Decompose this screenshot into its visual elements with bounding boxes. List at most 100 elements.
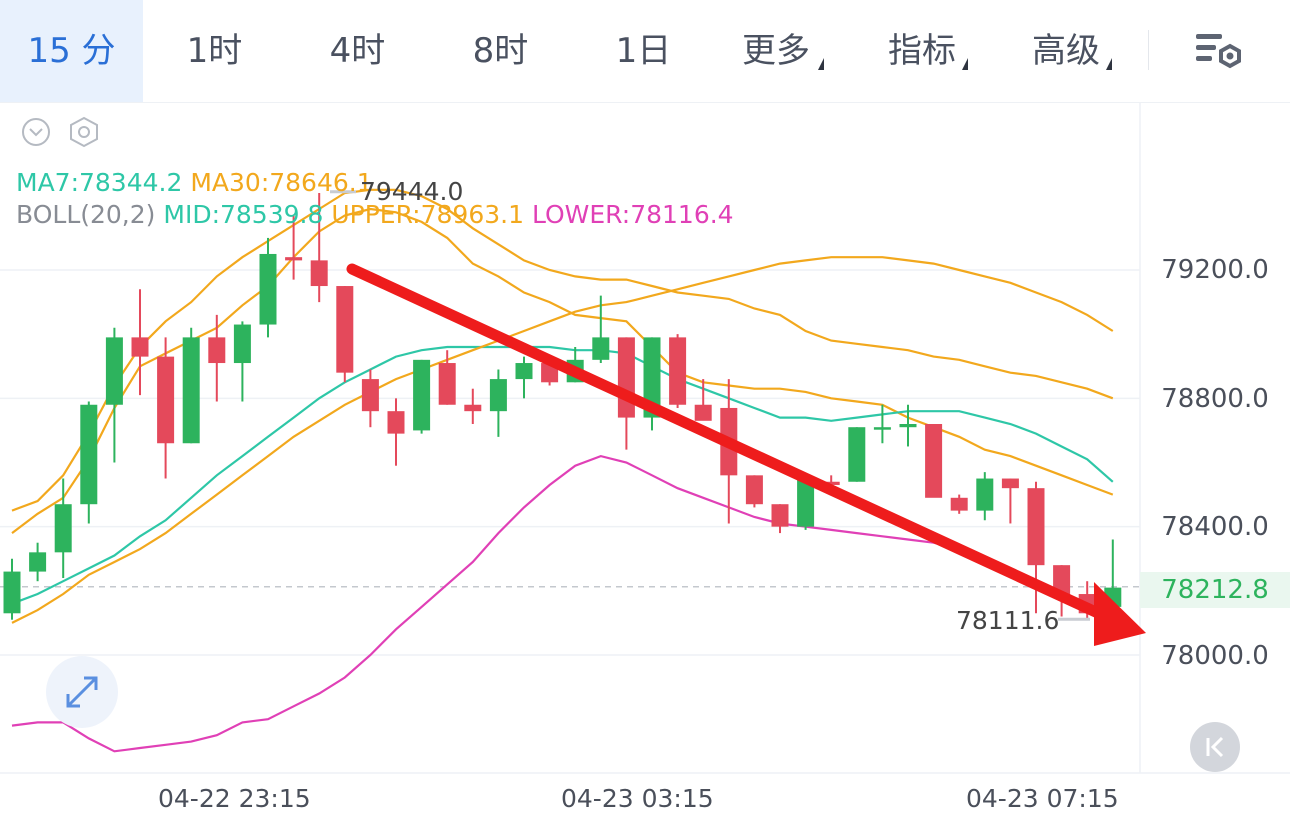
- hexagon-settings-icon[interactable]: [70, 116, 98, 148]
- last-price-label: 78212.8: [1140, 572, 1290, 608]
- candle-body: [387, 411, 405, 434]
- candle-body: [105, 337, 123, 405]
- candle: [515, 356, 533, 399]
- candle-body: [1001, 478, 1019, 489]
- toolbar-divider: [1148, 30, 1149, 70]
- tab-8h[interactable]: 8时: [472, 31, 529, 71]
- candle-body: [29, 552, 47, 572]
- candle: [387, 398, 405, 466]
- candle-body: [745, 475, 763, 505]
- candle: [1027, 481, 1045, 614]
- low-price-label: 78111.6: [956, 606, 1060, 635]
- tab-1h[interactable]: 1时: [186, 31, 243, 71]
- x-tick-label: 04-23 03:15: [561, 784, 714, 813]
- candle-body: [285, 257, 303, 261]
- candle-body: [669, 337, 687, 405]
- tab-4h[interactable]: 4时: [329, 31, 386, 71]
- candle: [3, 558, 21, 620]
- y-tick-label: 79200.0: [1161, 255, 1269, 285]
- candle-body: [3, 571, 21, 614]
- back-to-latest-button[interactable]: [1190, 722, 1240, 772]
- indicators-dropdown-label: 指标: [888, 31, 956, 71]
- candle-body: [259, 253, 277, 325]
- chart-settings-icon[interactable]: [1190, 30, 1246, 74]
- tab-15m[interactable]: 15 分: [0, 0, 143, 102]
- candle-body: [361, 379, 379, 412]
- candle-body: [413, 359, 431, 431]
- candle: [771, 504, 789, 534]
- trend-arrow-line: [346, 263, 1106, 620]
- candle-body: [592, 337, 610, 360]
- candle-body: [80, 404, 98, 505]
- candle-body: [925, 424, 943, 498]
- advanced-dropdown[interactable]: 高级: [1028, 0, 1104, 102]
- chart-overlay: [330, 190, 1146, 646]
- more-dropdown-label: 更多: [742, 31, 810, 71]
- chevron-down-circle-icon[interactable]: [22, 118, 50, 146]
- candle: [873, 404, 891, 444]
- interval-toolbar: 15 分 1时 4时 8时 1日 更多 指标 高级: [0, 0, 1290, 103]
- tab-1d[interactable]: 1日: [615, 31, 672, 71]
- candle-body: [694, 404, 712, 421]
- candle: [80, 401, 98, 524]
- candle-body: [797, 478, 815, 527]
- candle-body: [873, 427, 891, 430]
- x-tick-label: 04-23 07:15: [966, 784, 1119, 813]
- candle: [29, 542, 47, 582]
- more-caret-icon: [818, 58, 824, 70]
- candle: [413, 359, 431, 434]
- expand-button[interactable]: [46, 656, 118, 728]
- candle: [848, 427, 866, 482]
- candle: [259, 237, 277, 338]
- candle-body: [131, 337, 149, 357]
- series-line-mid: [11, 345, 1114, 605]
- candlesticks: [3, 193, 1122, 620]
- candle: [157, 337, 175, 479]
- candle: [336, 286, 354, 383]
- boll-name: BOLL(20,2): [16, 200, 156, 229]
- candle-body: [157, 356, 175, 444]
- candle: [592, 295, 610, 364]
- candle: [669, 334, 687, 408]
- candle: [1001, 478, 1019, 524]
- advanced-caret-icon: [1106, 58, 1112, 70]
- candle-body: [822, 481, 840, 485]
- candle-body: [771, 504, 789, 527]
- candle: [285, 215, 303, 280]
- candle: [950, 494, 968, 514]
- candle: [925, 424, 943, 498]
- trend-arrow-head: [1094, 582, 1146, 646]
- boll-lower-value: LOWER:78116.4: [531, 200, 734, 229]
- series-line-upper: [11, 256, 1114, 624]
- candle-body: [643, 337, 661, 418]
- candle: [233, 321, 251, 402]
- kline-chart[interactable]: [0, 102, 1290, 829]
- candle: [797, 478, 815, 530]
- ma30-value: MA30:78646.1: [190, 168, 373, 197]
- candle: [54, 478, 72, 578]
- high-price-label: 79444.0: [360, 177, 464, 206]
- candle: [208, 314, 226, 402]
- advanced-dropdown-label: 高级: [1032, 31, 1100, 71]
- boll-legend: BOLL(20,2) MID:78539.8 UPPER:78963.1 LOW…: [16, 200, 734, 229]
- indicators-caret-icon: [962, 58, 968, 70]
- candle: [464, 388, 482, 424]
- candle: [643, 337, 661, 431]
- y-tick-label: 78400.0: [1161, 512, 1269, 542]
- more-dropdown[interactable]: 更多: [740, 0, 812, 102]
- indicators-dropdown[interactable]: 指标: [884, 0, 960, 102]
- y-tick-label: 78800.0: [1161, 384, 1269, 414]
- candle-body: [899, 424, 917, 428]
- candle-body: [515, 363, 533, 380]
- candle-body: [950, 497, 968, 511]
- ma7-value: MA7:78344.2: [16, 168, 183, 197]
- candle: [745, 475, 763, 508]
- ma-legend: MA7:78344.2 MA30:78646.1: [16, 168, 373, 197]
- candle-body: [233, 324, 251, 364]
- candle: [489, 369, 507, 437]
- candle: [694, 379, 712, 421]
- candle-body: [182, 337, 200, 444]
- series-line-lower: [11, 454, 1114, 753]
- candle: [310, 193, 328, 303]
- boll-mid-value: MID:78539.8: [163, 200, 324, 229]
